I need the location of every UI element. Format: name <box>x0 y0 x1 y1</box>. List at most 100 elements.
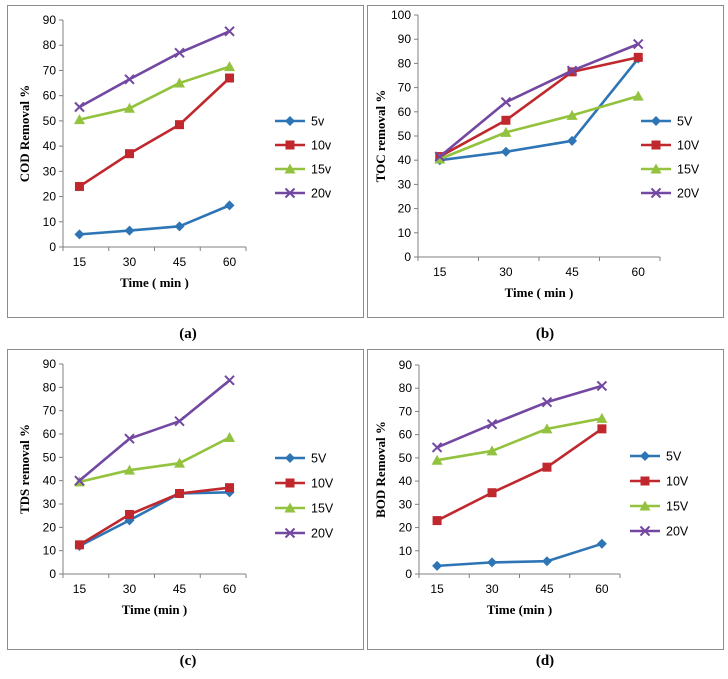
y-tick-label: 60 <box>43 89 57 103</box>
data-point <box>500 126 512 137</box>
data-point <box>566 109 578 120</box>
legend-marker <box>285 453 295 463</box>
legend-marker <box>285 478 295 488</box>
data-point <box>224 61 236 72</box>
data-point <box>500 96 512 108</box>
x-tick-label: 60 <box>632 265 646 279</box>
y-tick-label: 50 <box>399 451 413 465</box>
series-line <box>438 42 639 158</box>
data-point <box>434 153 446 164</box>
legend-entry: 10V <box>641 139 700 153</box>
legend-label: 5V <box>311 452 327 466</box>
data-point <box>124 225 135 236</box>
y-tick-label: 50 <box>43 114 57 128</box>
data-point <box>123 464 135 475</box>
series-10v <box>74 73 235 191</box>
caption-d: (d) <box>535 653 555 669</box>
x-tick-label: 45 <box>173 582 187 596</box>
x-axis-title: Time ( min ) <box>120 275 189 290</box>
legend-marker <box>285 116 295 126</box>
y-tick-label: 60 <box>398 105 412 119</box>
legend-entry: 5v <box>275 115 325 129</box>
x-tick-label: 45 <box>173 255 187 269</box>
legend-entry: 15V <box>641 163 700 177</box>
data-point <box>124 510 134 519</box>
y-tick-label: 40 <box>43 139 57 153</box>
legend-label: 20V <box>311 527 334 541</box>
legend-entry: 5V <box>641 115 693 129</box>
y-tick-label: 50 <box>398 129 412 143</box>
caption-c: (c) <box>179 653 197 669</box>
data-point <box>597 424 607 434</box>
y-axis-title: BOD Removal % <box>373 421 388 518</box>
legend-entry: 15V <box>630 500 689 514</box>
y-tick-label: 70 <box>43 404 57 418</box>
data-point <box>633 38 644 50</box>
series-10V <box>435 52 643 162</box>
y-tick-label: 20 <box>43 520 57 534</box>
y-tick-label: 30 <box>43 164 57 178</box>
data-point <box>175 489 185 498</box>
legend-marker <box>285 140 295 150</box>
data-point <box>431 454 443 465</box>
data-point <box>596 380 608 392</box>
data-point <box>174 221 185 232</box>
series-line <box>436 417 603 462</box>
data-point <box>123 102 135 113</box>
series-line <box>79 436 231 484</box>
y-tick-label: 40 <box>399 474 413 488</box>
caption-a: (a) <box>179 326 197 342</box>
data-point <box>74 475 85 486</box>
y-tick-label: 50 <box>43 450 57 464</box>
legend-label: 10V <box>677 139 700 153</box>
series-line <box>78 30 231 109</box>
y-axis-title: TDS removal % <box>17 424 32 514</box>
y-tick-label: 10 <box>43 544 57 558</box>
legend-label: 5V <box>677 115 693 129</box>
legend-label: 5v <box>311 115 325 129</box>
cod-removal-chart: 0 10 20 30 40 50 60 70 80 90 15 30 45 60 Time ( min ) C… <box>17 13 332 290</box>
toc-removal-chart: 0 10 20 30 40 50 60 70 80 90 100 15 30 45 60 Time ( min… <box>373 8 700 300</box>
series-line <box>436 384 603 449</box>
y-tick-label: 80 <box>43 38 57 52</box>
y-tick-label: 30 <box>399 497 413 511</box>
legend-marker <box>284 527 296 539</box>
y-tick-label: 90 <box>43 13 57 27</box>
legend-label: 15V <box>666 500 689 514</box>
series-15V <box>434 90 644 164</box>
x-tick-label: 30 <box>499 265 513 279</box>
data-point <box>434 151 445 162</box>
legend-marker <box>639 500 651 511</box>
y-tick-label: 60 <box>43 427 57 441</box>
legend-label: 10v <box>311 139 332 153</box>
legend-marker <box>640 476 650 486</box>
x-tick-label: 15 <box>73 582 87 596</box>
legend-entry: 20V <box>630 525 689 539</box>
chart-panel-bod: 0 10 20 30 40 50 60 70 80 90 15 30 45 60 Time (min ) BO… <box>367 349 724 650</box>
data-point <box>175 120 185 130</box>
y-tick-label: 30 <box>43 497 57 511</box>
data-point <box>487 488 497 498</box>
data-point <box>596 538 607 549</box>
series-line <box>79 65 230 121</box>
data-point <box>487 557 498 568</box>
legend-entry: 5V <box>630 450 682 464</box>
y-tick-label: 20 <box>43 190 57 204</box>
legend-label: 10V <box>666 475 689 489</box>
y-tick-label: 90 <box>398 32 412 46</box>
x-tick-label: 60 <box>223 582 237 596</box>
y-tick-label: 80 <box>399 381 413 395</box>
data-point <box>500 146 511 157</box>
series-5V <box>432 538 607 571</box>
series-line <box>437 542 603 568</box>
legend-marker <box>284 502 296 513</box>
series-5v <box>74 200 235 240</box>
x-axis-title: Time (min ) <box>122 602 187 617</box>
legend-marker <box>650 163 662 174</box>
legend-entry: 15v <box>275 163 332 177</box>
y-tick-label: 10 <box>398 226 412 240</box>
y-axis-title: COD Removal % <box>17 85 32 183</box>
x-tick-label: 60 <box>223 255 237 269</box>
series-line <box>439 57 640 162</box>
y-tick-label: 90 <box>399 358 413 372</box>
